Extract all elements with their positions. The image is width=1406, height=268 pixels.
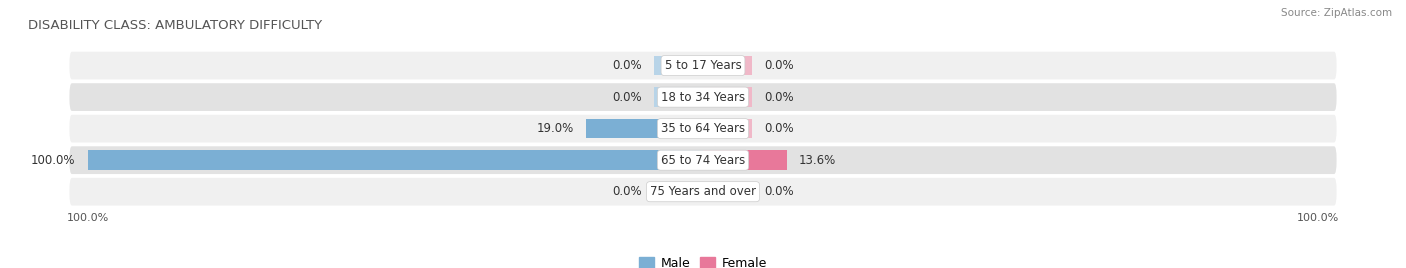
FancyBboxPatch shape bbox=[69, 52, 1337, 79]
Text: 0.0%: 0.0% bbox=[765, 59, 794, 72]
Text: 5 to 17 Years: 5 to 17 Years bbox=[665, 59, 741, 72]
Bar bbox=[703, 119, 752, 138]
Text: 0.0%: 0.0% bbox=[612, 91, 641, 104]
FancyBboxPatch shape bbox=[69, 115, 1337, 143]
Text: 0.0%: 0.0% bbox=[765, 185, 794, 198]
Text: 100.0%: 100.0% bbox=[31, 154, 76, 167]
Text: 19.0%: 19.0% bbox=[537, 122, 574, 135]
Text: 0.0%: 0.0% bbox=[612, 185, 641, 198]
Bar bbox=[703, 182, 752, 202]
Text: 18 to 34 Years: 18 to 34 Years bbox=[661, 91, 745, 104]
Text: 0.0%: 0.0% bbox=[765, 122, 794, 135]
Text: 13.6%: 13.6% bbox=[799, 154, 837, 167]
Text: 0.0%: 0.0% bbox=[612, 59, 641, 72]
Bar bbox=[654, 87, 703, 107]
FancyBboxPatch shape bbox=[69, 178, 1337, 206]
Bar bbox=[586, 119, 703, 138]
Text: 0.0%: 0.0% bbox=[765, 91, 794, 104]
Legend: Male, Female: Male, Female bbox=[634, 252, 772, 268]
Bar bbox=[703, 56, 752, 75]
Text: DISABILITY CLASS: AMBULATORY DIFFICULTY: DISABILITY CLASS: AMBULATORY DIFFICULTY bbox=[28, 19, 322, 32]
Text: Source: ZipAtlas.com: Source: ZipAtlas.com bbox=[1281, 8, 1392, 18]
Text: 35 to 64 Years: 35 to 64 Years bbox=[661, 122, 745, 135]
Bar bbox=[654, 56, 703, 75]
Bar bbox=[654, 182, 703, 202]
Bar bbox=[703, 87, 752, 107]
FancyBboxPatch shape bbox=[69, 146, 1337, 174]
Bar bbox=[87, 150, 703, 170]
Text: 75 Years and over: 75 Years and over bbox=[650, 185, 756, 198]
FancyBboxPatch shape bbox=[69, 83, 1337, 111]
Text: 65 to 74 Years: 65 to 74 Years bbox=[661, 154, 745, 167]
Bar bbox=[703, 150, 787, 170]
